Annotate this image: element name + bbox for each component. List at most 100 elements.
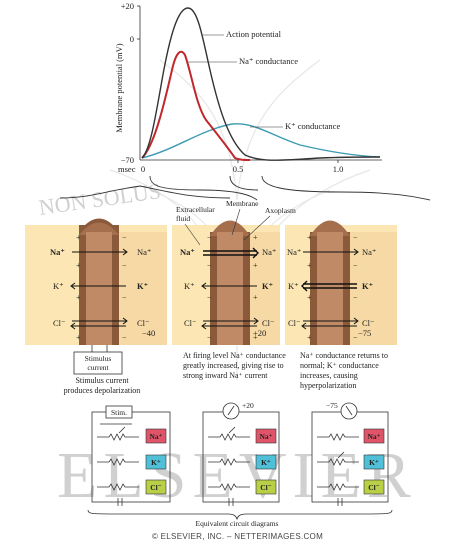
cl-channel-label: Cl⁻ [150, 483, 162, 492]
caption-repolarization: Na⁺ conductance returns to normal; K⁺ co… [300, 351, 388, 390]
watermark-publisher: ELSEVIER [57, 439, 417, 512]
k-inside-label: K⁺ [137, 281, 148, 291]
svg-text:+: + [307, 333, 312, 342]
cl-channel-box [145, 479, 167, 495]
svg-text:+: + [253, 333, 258, 342]
ion-arrows-1 [70, 248, 128, 330]
k-channel-label: K⁺ [369, 458, 379, 467]
k-channel-box [363, 454, 385, 470]
capacitors [117, 498, 343, 506]
svg-text:−: − [353, 261, 358, 270]
k-outside-label: K⁺ [288, 281, 299, 291]
caption-firing-level: At firing level Na⁺ conductance greatly … [183, 351, 286, 380]
k-inside-label: K⁺ [262, 281, 273, 291]
meter-value-2: +20 [242, 401, 254, 410]
k-channel-box [255, 454, 277, 470]
cl-channel-label: Cl⁻ [368, 483, 380, 492]
na-channel-label: Na⁺ [259, 432, 272, 441]
x-unit-label: msec [118, 164, 136, 174]
stimulus-box [73, 351, 123, 375]
x-tick-label: 0.5 [233, 164, 244, 174]
na-inside-label: Na⁺ [137, 247, 151, 257]
circuit-rows [97, 426, 359, 491]
na-conductance-curve [141, 50, 251, 161]
y-tick-label: +20 [121, 1, 134, 11]
action-potential-curve [141, 7, 381, 161]
chart: +20 0 −70 Membrane potential (mV) msec 0… [59, 1, 431, 201]
extracellular-label: Extracellular [176, 205, 215, 214]
na-channel-box [145, 428, 167, 444]
svg-text:+: + [76, 333, 81, 342]
cl-inside-label: Cl⁻ [362, 318, 375, 328]
svg-text:+: + [76, 293, 81, 302]
svg-text:−: − [122, 293, 127, 302]
svg-text:+: + [76, 233, 81, 242]
svg-text:−: − [122, 333, 127, 342]
watermark-motto: NON SOLUS [37, 178, 162, 220]
na-channel-label: Na⁺ [367, 432, 380, 441]
svg-text:−: − [353, 233, 358, 242]
k-channel-label: K⁺ [151, 458, 161, 467]
meter-value-3: −75 [326, 401, 338, 410]
svg-text:+: + [253, 261, 258, 270]
membrane-potential-label: −40 [142, 328, 155, 338]
k-conductance-label: K⁺ conductance [285, 121, 340, 131]
k-outside-label: K⁺ [53, 281, 64, 291]
charge-signs: + + + + − − − − − − − − + + + + + + + + − − − − [76, 233, 358, 342]
bracket-2 [149, 175, 259, 201]
membrane-label: Membrane [226, 199, 259, 208]
membrane-potential-label: +20 [253, 328, 266, 338]
cl-channel-box [363, 479, 385, 495]
circuit-2 [202, 402, 280, 503]
svg-text:−: − [353, 333, 358, 342]
cl-outside-label: Cl⁻ [184, 318, 197, 328]
x-tick-label: 1.0 [333, 164, 344, 174]
na-channel-label: Na⁺ [149, 432, 162, 441]
membrane-potential-label: −75 [358, 328, 371, 338]
na-channel-box [255, 428, 277, 444]
x-tick-label: 0 [141, 164, 145, 174]
cl-channel-box [255, 479, 277, 495]
k-outside-label: K⁺ [184, 281, 195, 291]
stimulus-box-line2: current [87, 363, 109, 372]
circuits-title: Equivalent circuit diagrams [196, 519, 279, 528]
y-axis-label: Membrane potential (mV) [114, 43, 124, 132]
k-inside-label: K⁺ [362, 281, 373, 291]
bracket-3 [261, 175, 431, 201]
na-outside-label: Na⁺ [180, 247, 195, 257]
cl-inside-label: Cl⁻ [262, 318, 275, 328]
na-channel-box [363, 428, 385, 444]
circuits-bracket [87, 509, 393, 521]
svg-text:+: + [253, 233, 258, 242]
svg-text:−: − [122, 233, 127, 242]
svg-text:+: + [253, 293, 258, 302]
svg-text:+: + [307, 261, 312, 270]
ion-arrows-2 [201, 247, 259, 330]
stimulus-box-line1: Stimulus [85, 354, 112, 363]
svg-text:+: + [76, 261, 81, 270]
channel-boxes [145, 428, 385, 495]
stim-label-box [105, 405, 133, 419]
svg-text:−: − [353, 293, 358, 302]
bracket-1 [59, 185, 231, 199]
y-tick-label: −70 [121, 155, 134, 165]
caption-stimulus: Stimulus current produces depolarization [63, 376, 141, 395]
k-conductance-curve [141, 123, 381, 159]
na-outside-label: Na⁺ [50, 247, 65, 257]
svg-text:−: − [122, 261, 127, 270]
copyright-footer: © ELSEVIER, INC. – NETTERIMAGES.COM [151, 532, 324, 541]
action-potential-label: Action potential [226, 29, 282, 39]
svg-text:+: + [307, 293, 312, 302]
circuit-3 [311, 402, 389, 503]
svg-text:−: − [207, 261, 212, 270]
axoplasm-label: Axoplasm [265, 206, 296, 215]
stim-label: Stim. [111, 408, 127, 417]
svg-text:−: − [207, 233, 212, 242]
fluid-label: fluid [176, 214, 190, 223]
cl-outside-label: Cl⁻ [53, 318, 66, 328]
cl-outside-label: Cl⁻ [288, 318, 301, 328]
svg-text:+: + [307, 233, 312, 242]
cl-channel-label: Cl⁻ [260, 483, 272, 492]
na-inside-label: Na⁺ [262, 247, 276, 257]
